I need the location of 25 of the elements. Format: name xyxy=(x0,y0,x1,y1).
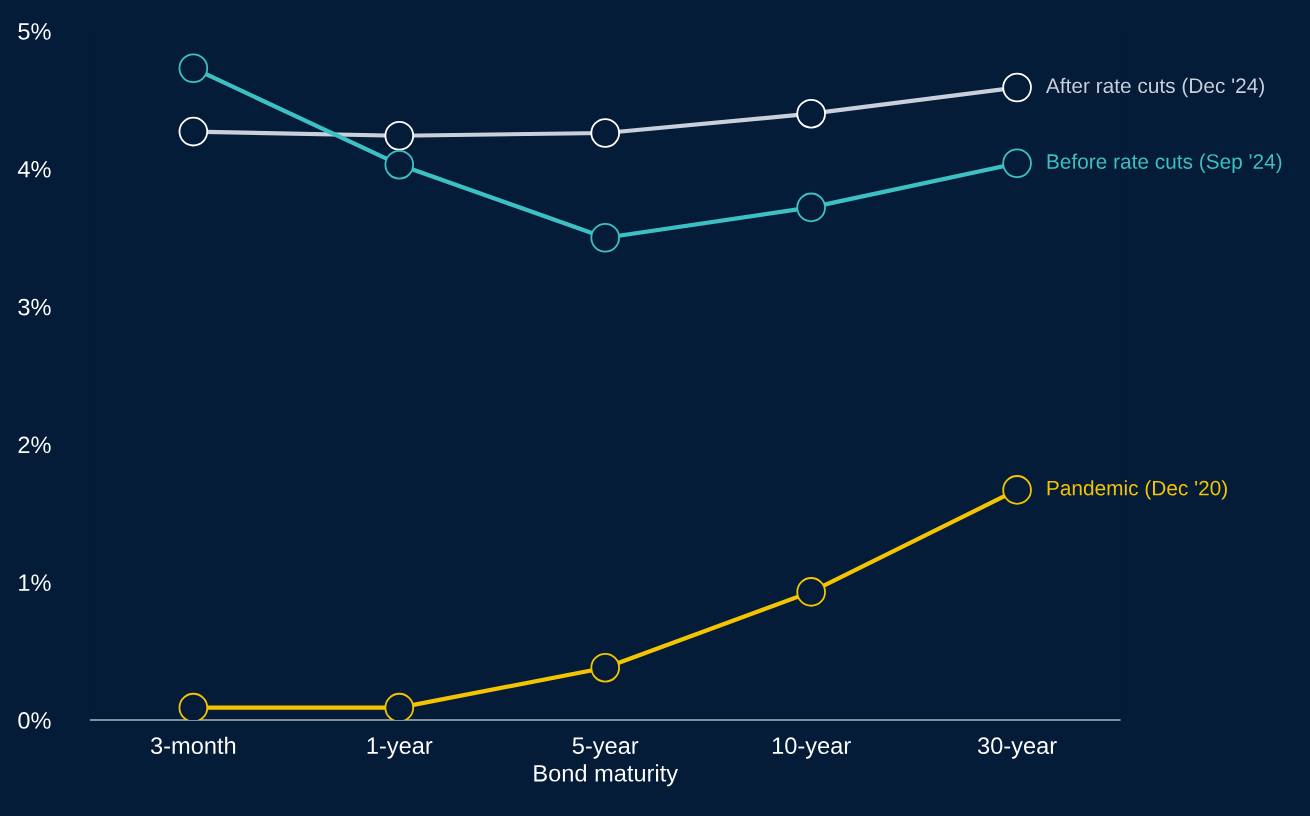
y-tick-label: 2% xyxy=(18,436,51,454)
point xyxy=(384,692,415,721)
point xyxy=(384,149,415,180)
series-label: After rate cuts (Dec '24) xyxy=(1045,77,1264,98)
series-label: Pandemic (Dec '20) xyxy=(1047,480,1227,500)
point xyxy=(1002,475,1032,505)
x-tick-label: 3-month xyxy=(150,736,236,755)
x-tick-label: 30-year xyxy=(977,737,1057,759)
x-tick-label: 10-year xyxy=(772,737,851,759)
y-tick-label: 1% xyxy=(19,574,51,591)
x-axis-title: Bond maturity xyxy=(534,764,679,787)
point xyxy=(590,222,621,253)
y-tick-label: 5% xyxy=(18,23,51,40)
y-tick-label: 3% xyxy=(18,298,51,316)
point xyxy=(178,692,209,721)
y-tick-label: 0% xyxy=(18,712,51,729)
series-label: Before rate cuts (Sep '24) xyxy=(1047,153,1282,174)
point xyxy=(796,577,826,607)
x-tick-label: 1-year xyxy=(367,737,433,759)
y-tick-label: 4% xyxy=(17,160,51,178)
point xyxy=(590,652,621,683)
point xyxy=(178,53,209,84)
point xyxy=(1002,148,1032,179)
point xyxy=(796,192,826,223)
x-tick-label: 5-year xyxy=(572,737,639,759)
